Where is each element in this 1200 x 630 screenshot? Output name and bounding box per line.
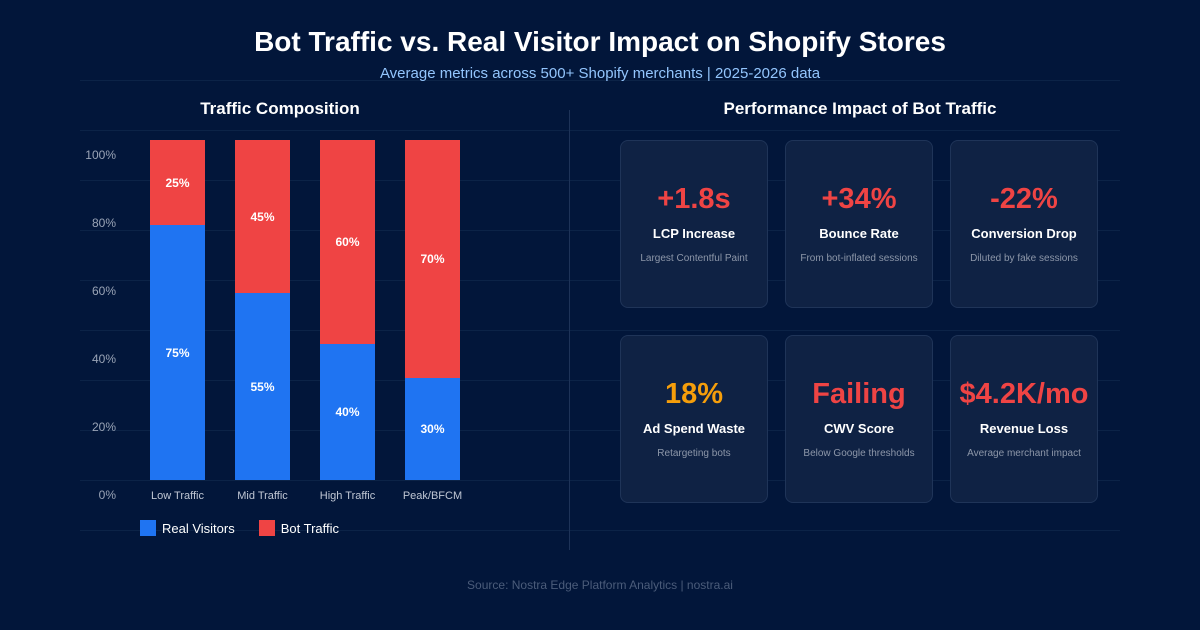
data-label: 60% [335,235,360,249]
bar-segment-real: 30% [405,378,460,480]
page-subtitle: Average metrics across 500+ Shopify merc… [379,65,821,82]
grid-line [80,180,1120,181]
data-label: 70% [420,252,445,266]
metric-description: Diluted by fake sessions [970,253,1078,264]
bar-segment-bot: 25% [150,140,205,225]
y-tick-label: 0% [98,488,116,502]
data-label: 25% [165,175,190,190]
metric-value: Failing [812,378,906,410]
metric-card: Failing CWV Score Below Google thresholds [785,335,933,503]
metric-description: Retargeting bots [657,448,731,459]
grid-line [80,430,1120,431]
grid-line [80,380,1120,381]
metric-value: $4.2K/mo [959,378,1089,410]
divider [569,110,570,550]
chart-title: Traffic Composition [200,99,360,118]
y-tick-label: 60% [91,284,116,298]
y-tick-label: 100% [85,148,116,162]
y-tick-label: 80% [91,216,116,230]
bar-segment-real: 40% [320,344,375,480]
x-tick-label: High Traffic [319,490,376,502]
data-label: 30% [420,422,445,436]
metric-title: Conversion Drop [971,226,1077,241]
page-title: Bot Traffic vs. Real Visitor Impact on S… [254,26,946,57]
bar-segment-bot: 45% [235,140,290,293]
metric-title: Bounce Rate [819,226,899,241]
x-tick-label: Mid Traffic [237,490,288,502]
x-tick-label: Peak/BFCM [402,490,463,502]
metric-description: Largest Contentful Paint [640,253,748,264]
bar-segment-bot: 70% [405,140,460,378]
metric-description: Average merchant impact [967,448,1081,459]
grid-line [80,280,1120,281]
metric-description: Below Google thresholds [803,448,915,459]
data-label: 40% [335,405,360,419]
metric-value: +34% [821,183,897,215]
y-tick-label: 40% [91,352,116,366]
metric-card: +34% Bounce Rate From bot-inflated session… [785,140,933,308]
metric-card: $4.2K/mo Revenue Loss Average merchant imp… [950,335,1098,503]
metric-title: CWV Score [823,421,895,436]
metric-card: +1.8s LCP Increase Largest Contentful Pain… [620,140,768,308]
metric-title: Revenue Loss [979,421,1069,436]
grid-line [80,480,1120,481]
y-tick-label: 20% [91,420,116,434]
metric-value: -22% [990,183,1058,215]
bar-segment-real: 75% [150,225,205,480]
source-footer: Source: Nostra Edge Platform Analytics |… [467,578,733,592]
metric-value: 18% [664,378,724,410]
metrics-title: Performance Impact of Bot Traffic [723,99,997,118]
grid-line [80,330,1120,331]
metric-title: Ad Spend Waste [642,421,746,436]
data-label: 75% [165,345,190,360]
metric-description: From bot-inflated sessions [800,253,918,264]
metric-title: LCP Increase [652,226,736,241]
chart-legend: Real Visitors Bot Traffic [140,520,339,536]
data-label: 45% [250,209,275,224]
bar-segment-bot: 60% [320,140,375,344]
bar-segment-real: 55% [235,293,290,480]
data-label: 55% [250,379,275,394]
legend-swatch-bot [258,520,275,536]
x-tick-label: Low Traffic [151,490,204,502]
metric-value: +1.8s [657,183,731,215]
grid-line [80,530,1120,531]
grid-line [80,130,1120,131]
grid-line [80,80,1120,81]
legend-swatch-real [140,520,156,536]
metric-card: 18% Ad Spend Waste Retargeting bots [620,335,768,503]
legend-label-real: Real Visitors [162,520,235,536]
metric-card: -22% Conversion Drop Diluted by fake sessi… [950,140,1098,308]
legend-label-bot: Bot Traffic [280,520,340,536]
grid-line [80,230,1120,231]
